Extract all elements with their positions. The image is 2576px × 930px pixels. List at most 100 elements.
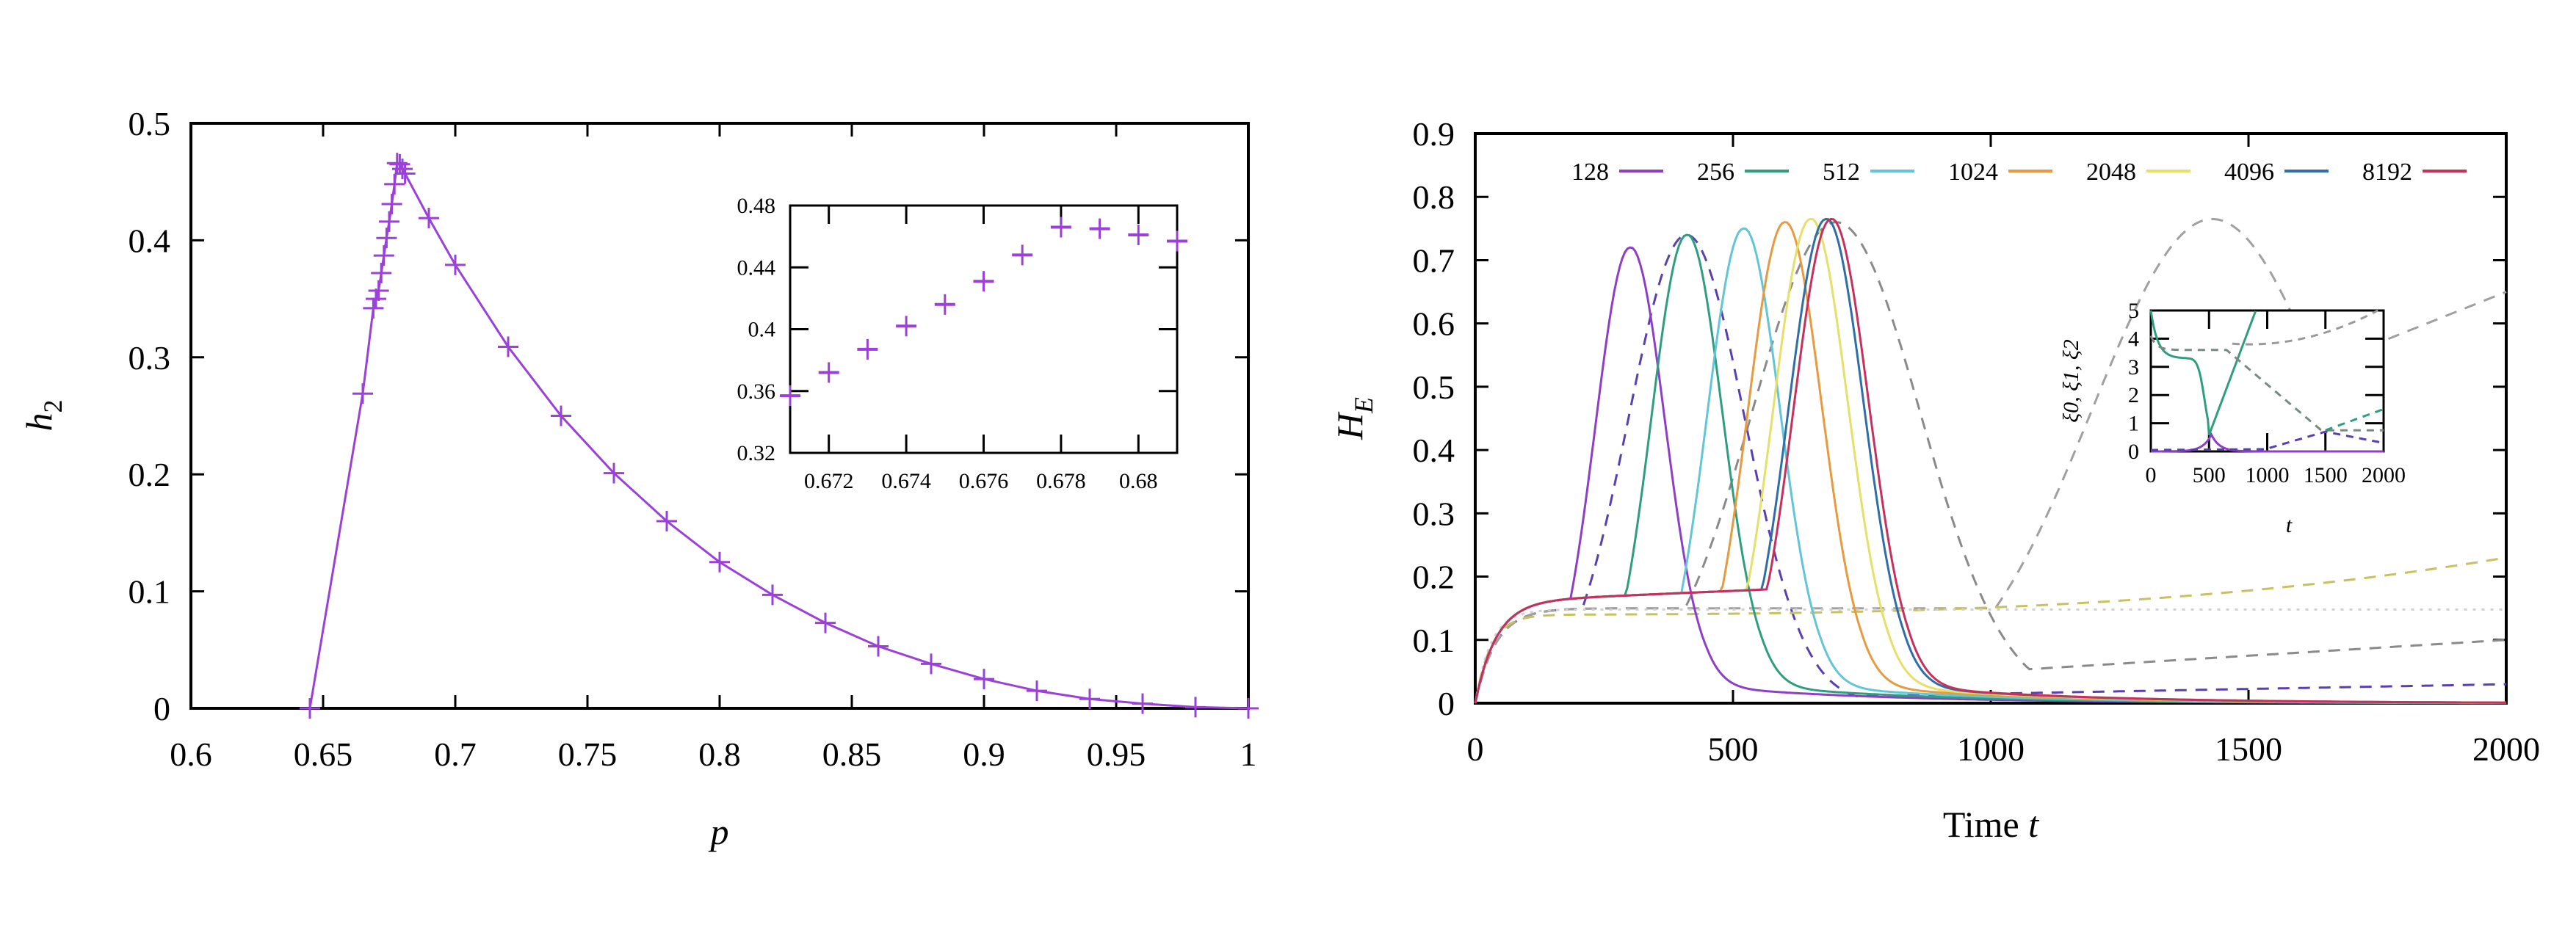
inset-x-tick-label: 0.674 [881, 469, 931, 493]
series-line-512 [1474, 227, 2506, 704]
y-tick-label: 0.5 [1413, 368, 1455, 406]
right-y-axis-title: HE [1329, 397, 1378, 440]
inset-x-tick-label: 0.672 [804, 469, 854, 493]
dashed-line-dashed-gray-1 [1474, 221, 2507, 704]
x-tick-label: 500 [1708, 730, 1759, 768]
left-chart: 0.6 0.65 0.7 0.75 0.8 0.85 0.9 0.95 1 0 0.1 0.2 0.3… [18, 105, 1259, 852]
legend-label-256: 256 [1697, 159, 1734, 186]
inset-xi-dashed-4 [2325, 407, 2384, 432]
x-tick-label: 0.95 [1087, 735, 1146, 773]
y-tick-label: 0.1 [129, 573, 171, 611]
legend-label-1024: 1024 [1948, 159, 1998, 186]
x-tick-label: 0.9 [963, 735, 1005, 773]
right-y-axis-title-main: H [1329, 411, 1370, 440]
dashed-line-dashed-gray-2 [1474, 217, 2507, 704]
inset-x-tick-label: 500 [2193, 463, 2226, 487]
left-y-axis-title-sub: 2 [38, 400, 68, 413]
y-tick-label: 0.4 [1413, 432, 1455, 469]
inset-x-tick-label: 1000 [2246, 463, 2290, 487]
left-x-tick-labels: 0.6 0.65 0.7 0.75 0.8 0.85 0.9 0.95 1 [170, 735, 1256, 773]
inset-x-tick-label: 0.678 [1036, 469, 1086, 493]
x-tick-label: 1000 [1957, 730, 2025, 768]
x-tick-label: 1500 [2215, 730, 2282, 768]
inset-y-tick-label: 0.48 [737, 194, 776, 218]
x-tick-label: 1 [1240, 735, 1257, 773]
inset-x-tick-label: 2000 [2362, 463, 2406, 487]
legend-label-512: 512 [1823, 159, 1860, 186]
inset-y-tick-label: 1 [2128, 412, 2139, 436]
right-x-axis-title-main: Time [1943, 804, 2019, 845]
inset-xi-dashed-3 [2232, 309, 2378, 346]
right-x-axis-title-var: t [2028, 804, 2039, 845]
series-line-1024 [1474, 221, 2506, 704]
inset-y-tick-label: 5 [2128, 299, 2139, 323]
y-tick-label: 0.6 [1413, 305, 1455, 343]
inset-y-tick-label: 0.44 [737, 255, 776, 280]
y-tick-label: 0.7 [1413, 241, 1455, 279]
inset-x-tick-label: 1500 [2304, 463, 2348, 487]
right-ticks: 0 500 1000 1500 200000.10.20.30.40.50.60.70.… [1413, 115, 2541, 768]
right-y-axis-title-sub: E [1349, 397, 1378, 414]
inset-y-tick-label: 3 [2128, 355, 2139, 379]
y-tick-label: 0.3 [1413, 495, 1455, 532]
dashed-line-dashed-yellow [1474, 556, 2507, 704]
right-inset-frame [2149, 309, 2385, 453]
y-tick-label: 0.3 [129, 339, 171, 377]
legend-label-128: 128 [1571, 159, 1609, 186]
left-y-axis-title: h2 [18, 400, 68, 432]
legend-label-4096: 4096 [2224, 159, 2274, 186]
y-tick-label: 0.2 [129, 456, 171, 493]
legend-label-2048: 2048 [2086, 159, 2136, 186]
inset-y-tick-label: 0.4 [748, 318, 776, 342]
inset-xi1-line [2149, 310, 2257, 436]
inset-y-tick-label: 4 [2128, 327, 2139, 351]
inset-y-tick-label: 0.32 [737, 441, 776, 465]
series-line-4096 [1474, 217, 2506, 704]
inset-x-tick-label: 0 [2146, 463, 2157, 487]
svg-text:h2: h2 [18, 400, 68, 432]
x-tick-label: 0.85 [822, 735, 882, 773]
y-tick-label: 0.2 [1413, 559, 1455, 596]
left-inset-markers [780, 217, 1187, 407]
x-tick-label: 0.7 [434, 735, 477, 773]
legend-label-8192: 8192 [2362, 159, 2412, 186]
inset-y-tick-label: 0.36 [737, 379, 776, 404]
left-y-axis-title-main: h [18, 413, 59, 432]
dashed-line-dotted-light [1474, 608, 2506, 704]
series-line-2048 [1474, 217, 2506, 704]
y-tick-label: 0.1 [1413, 622, 1455, 659]
svg-text:ξ0, ξ1, ξ2: ξ0, ξ1, ξ2 [2059, 339, 2083, 423]
x-tick-label: 0.65 [294, 735, 353, 773]
x-tick-label: 2000 [2472, 730, 2540, 768]
series-line-8192 [1474, 217, 2506, 704]
left-y-tick-labels: 0 0.1 0.2 0.3 0.4 0.5 [129, 105, 171, 727]
right-legend: 128 256 512 1024 2048 4096 8192 [1571, 159, 2467, 186]
inset-y-tick-label: 2 [2128, 383, 2139, 407]
y-tick-label: 0.4 [129, 222, 171, 259]
right-inset-y-axis-title: ξ0, ξ1, ξ2 [2059, 339, 2083, 423]
y-tick-label: 0.8 [1413, 178, 1455, 216]
inset-xi-dashed-1 [2149, 335, 2384, 432]
x-tick-label: 0.8 [698, 735, 741, 773]
x-tick-label: 0 [1467, 730, 1484, 768]
y-tick-label: 0.5 [129, 105, 171, 142]
right-x-axis-title: Time t [1943, 804, 2039, 845]
left-x-axis-title: p [709, 811, 729, 852]
x-tick-label: 0.6 [170, 735, 212, 773]
x-tick-label: 0.75 [558, 735, 618, 773]
inset-x-tick-label: 0.676 [959, 469, 1009, 493]
inset-y-tick-label: 0 [2128, 440, 2139, 464]
y-tick-label: 0 [1438, 685, 1455, 722]
inset-x-tick-label: 0.68 [1119, 469, 1158, 493]
right-chart: 0 500 1000 1500 200000.10.20.30.40.50.60.70.… [1329, 115, 2540, 845]
dashed-line-dashed-purple [1474, 233, 2507, 703]
left-series-markers [300, 153, 1259, 719]
right-series-lines [1474, 217, 2507, 705]
right-inset-content: 0 500 1000 1500 2000 0 1 2 3 4 5 [2128, 299, 2406, 487]
left-inset-ticks: 0.672 0.674 0.676 0.678 0.68 0.32 0.36 0.4 0.44 0… [737, 194, 1177, 493]
left-inset-frame [789, 204, 1179, 454]
inset-xi0-line [2151, 432, 2384, 453]
y-tick-label: 0 [153, 690, 170, 727]
y-tick-label: 0.9 [1413, 115, 1455, 153]
